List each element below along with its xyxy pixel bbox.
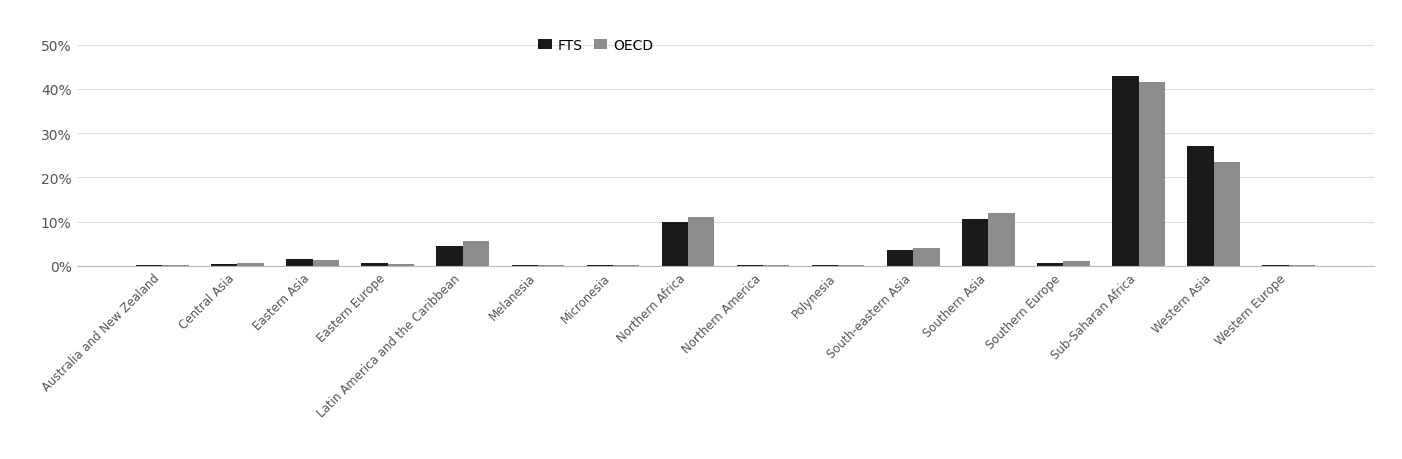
Bar — [1187, 147, 1214, 266]
Bar — [662, 222, 688, 266]
Legend: FTS, OECD: FTS, OECD — [538, 39, 653, 53]
Bar — [362, 263, 387, 266]
Bar — [1138, 83, 1165, 266]
Bar — [212, 264, 237, 266]
Bar — [1037, 263, 1064, 266]
Bar — [286, 260, 313, 266]
Bar — [1064, 262, 1089, 266]
Bar — [688, 218, 714, 266]
Bar — [313, 260, 339, 266]
Bar — [1214, 162, 1239, 266]
Bar — [387, 264, 414, 266]
Bar — [887, 251, 913, 266]
Bar — [237, 263, 264, 266]
Bar — [463, 242, 489, 266]
Bar — [913, 249, 939, 266]
Bar — [988, 213, 1015, 266]
Bar — [436, 246, 463, 266]
Bar — [962, 220, 988, 266]
Bar — [1112, 77, 1138, 266]
